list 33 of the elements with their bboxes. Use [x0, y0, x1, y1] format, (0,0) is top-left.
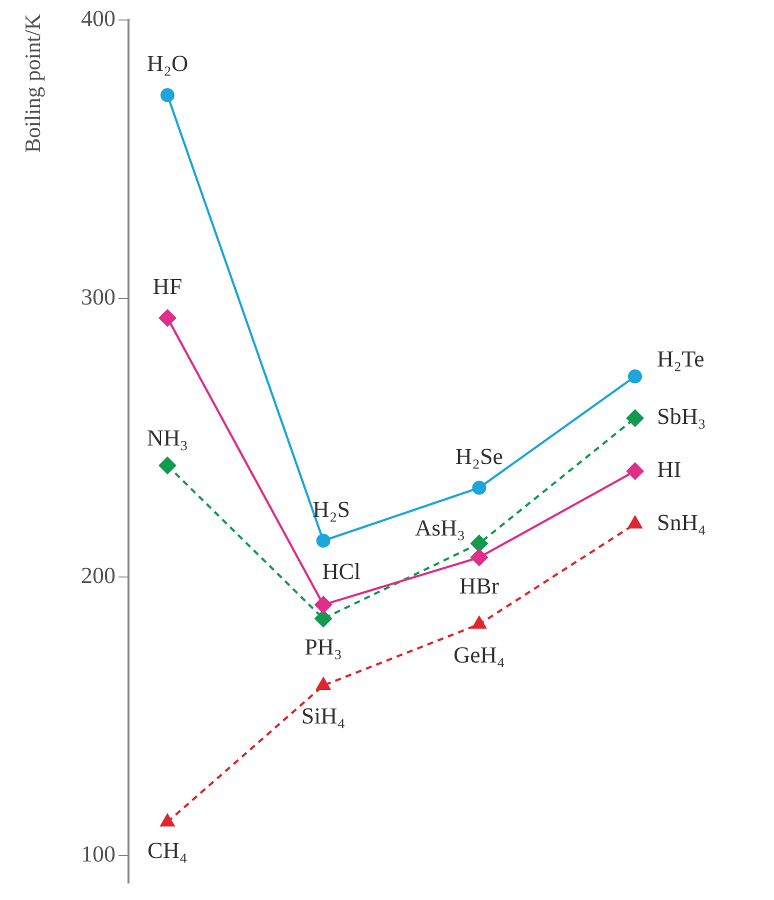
- data-label: AsH₃: [414, 516, 466, 541]
- point: [626, 409, 644, 428]
- point: [626, 462, 644, 480]
- data-label: SiH₄: [301, 704, 346, 729]
- data-label: H₂S: [312, 496, 350, 522]
- point: [628, 369, 642, 384]
- point: [158, 308, 176, 327]
- data-label: CH₄: [147, 838, 188, 863]
- point: [158, 456, 176, 475]
- data-label: H₂O: [146, 51, 188, 76]
- point: [472, 480, 486, 495]
- y-tick-label: 300: [81, 284, 116, 310]
- data-label: HBr: [459, 573, 500, 598]
- y-tick-label: 400: [81, 6, 116, 32]
- point: [470, 534, 488, 552]
- data-label: GeH₄: [453, 642, 505, 668]
- y-tick-label: 200: [81, 562, 116, 588]
- data-label: PH₃: [304, 634, 342, 660]
- point: [316, 534, 330, 548]
- y-tick-label: 100: [81, 841, 116, 866]
- point: [470, 548, 488, 566]
- data-label: SbH₃: [657, 404, 706, 430]
- point: [314, 610, 332, 628]
- y-axis-title: Boiling point/K: [20, 14, 45, 153]
- data-label: HCl: [322, 558, 360, 584]
- data-label: H₂Se: [455, 444, 503, 469]
- data-label: HI: [657, 457, 682, 482]
- data-label: H₂Te: [657, 346, 704, 372]
- point: [314, 596, 332, 614]
- data-label: SnH₄: [657, 510, 706, 536]
- data-label: HF: [152, 274, 182, 299]
- data-label: NH₃: [146, 426, 188, 451]
- point: [160, 88, 174, 102]
